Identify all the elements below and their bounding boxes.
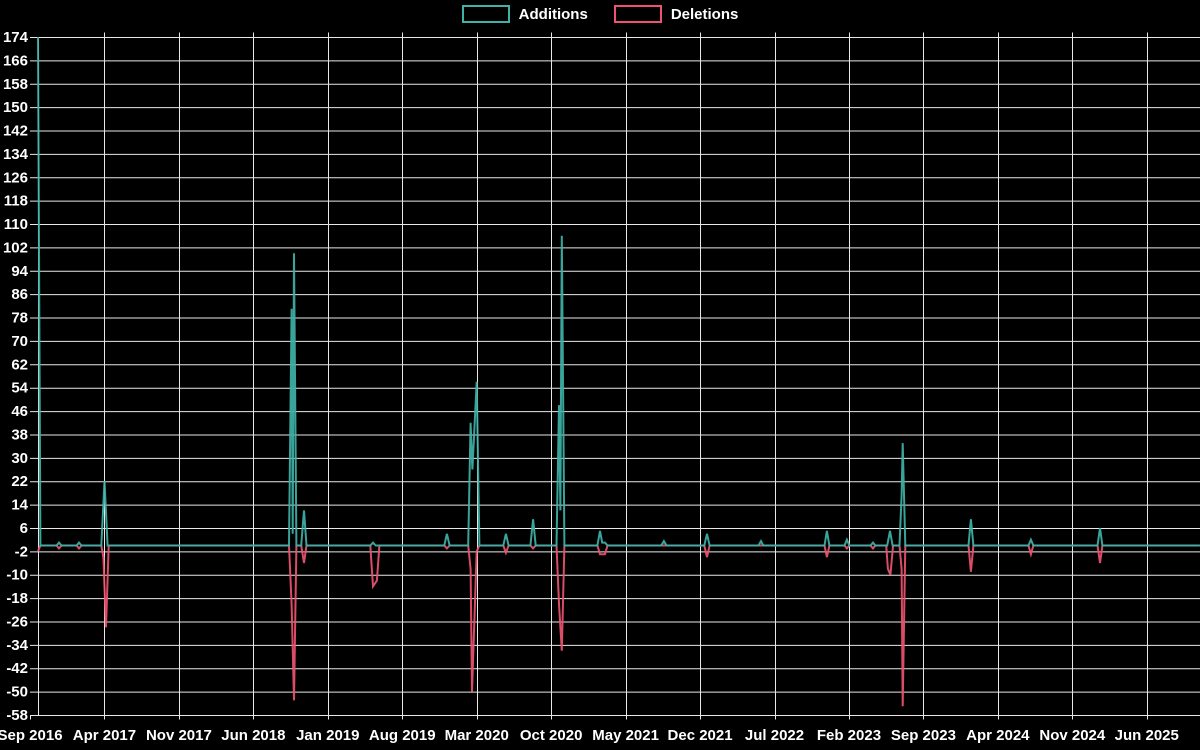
y-tick-label: 166	[3, 52, 28, 69]
y-tick-label: 22	[11, 473, 28, 490]
x-tick-label: Apr 2017	[73, 727, 136, 744]
y-tick-label: 158	[3, 76, 28, 93]
y-tick-label: 38	[11, 426, 28, 443]
y-tick-label: 86	[11, 286, 28, 303]
y-tick-label: -26	[6, 613, 28, 630]
y-tick-label: 102	[3, 239, 28, 256]
y-tick-label: 110	[4, 216, 28, 233]
x-tick-label: Feb 2023	[817, 727, 881, 744]
axis-labels: 1741661581501421341261181101029486787062…	[0, 29, 1179, 744]
x-tick-label: May 2021	[592, 727, 659, 744]
y-tick-label: 30	[11, 450, 28, 467]
y-tick-label: 134	[3, 146, 29, 163]
x-tick-label: Nov 2017	[146, 727, 212, 744]
y-tick-label: -34	[6, 637, 28, 654]
y-tick-label: 78	[11, 310, 28, 327]
x-tick-label: Sep 2023	[891, 727, 956, 744]
y-tick-label: -18	[6, 590, 28, 607]
deletions-swatch-icon	[613, 5, 662, 23]
x-tick-label: Sep 2016	[0, 727, 63, 744]
legend-label-additions: Additions	[518, 5, 588, 23]
y-tick-label: -50	[6, 684, 28, 701]
y-tick-label: 118	[4, 193, 28, 210]
x-tick-label: Jun 2018	[221, 727, 285, 744]
y-tick-label: 126	[3, 169, 28, 186]
x-tick-label: Oct 2020	[520, 727, 583, 744]
x-tick-label: Jul 2022	[745, 727, 804, 744]
gridlines	[30, 32, 1200, 720]
legend-label-deletions: Deletions	[670, 5, 739, 23]
y-tick-label: 174	[3, 29, 29, 46]
y-tick-label: 150	[3, 99, 28, 116]
y-tick-label: 54	[11, 380, 28, 397]
y-tick-label: 62	[11, 356, 28, 373]
additions-line	[37, 36, 1200, 547]
additions-swatch-icon	[461, 5, 510, 23]
x-tick-label: Jun 2025	[1115, 727, 1179, 744]
legend-item-additions[interactable]: Additions	[461, 5, 588, 23]
x-tick-label: Jan 2019	[296, 727, 359, 744]
y-tick-label: -2	[15, 543, 28, 560]
x-tick-label: Dec 2021	[668, 727, 733, 744]
y-tick-label: 142	[3, 123, 28, 140]
x-tick-label: Aug 2019	[369, 727, 436, 744]
x-tick-label: Apr 2024	[966, 727, 1030, 744]
chart-legend: Additions Deletions	[0, 5, 1200, 23]
y-tick-label: -58	[6, 707, 28, 724]
y-tick-label: -10	[6, 567, 28, 584]
y-tick-label: -42	[6, 660, 28, 677]
x-tick-label: Mar 2020	[445, 727, 509, 744]
deletions-line	[37, 544, 1200, 707]
legend-item-deletions[interactable]: Deletions	[613, 5, 739, 23]
y-tick-label: 14	[11, 497, 28, 514]
y-tick-label: 94	[11, 263, 28, 280]
y-tick-label: 70	[11, 333, 28, 350]
y-tick-label: 6	[20, 520, 28, 537]
x-tick-label: Nov 2024	[1039, 727, 1106, 744]
y-tick-label: 46	[11, 403, 28, 420]
